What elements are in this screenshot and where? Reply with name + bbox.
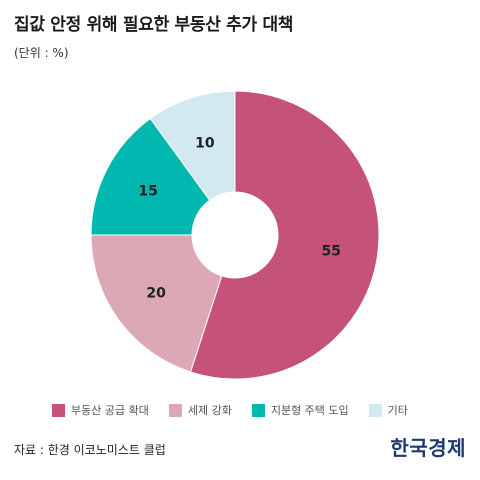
legend-label-2: 세제 강화 — [187, 404, 232, 417]
chart-title: 집값 안정 위해 필요한 부동산 추가 대책 — [14, 15, 294, 35]
legend-swatch-2 — [168, 403, 182, 417]
legend-item-1: 부동산 공급 확대 — [52, 402, 149, 418]
source-note: 자료 : 한경 이코노미스트 클럽 — [14, 443, 166, 457]
legend-label-3: 지분형 주택 도입 — [270, 404, 349, 417]
legend-label-1: 부동산 공급 확대 — [71, 404, 149, 417]
pie-slice-3 — [90, 117, 211, 236]
data-label-2: 20 — [146, 285, 166, 301]
data-label-3: 15 — [138, 184, 157, 200]
data-label-1: 55 — [322, 243, 341, 259]
legend-label-4: 기타 — [387, 404, 408, 417]
brand-logo: 한국경제 — [390, 436, 466, 460]
legend-swatch-1 — [52, 403, 65, 417]
pie-slice-1 — [189, 90, 380, 380]
legend: 부동산 공급 확대 세제 강화 지분형 주택 도입 기타 — [52, 402, 428, 418]
donut-chart: 55 20 15 10 — [90, 90, 380, 380]
legend-item-3: 지분형 주택 도입 — [251, 402, 349, 418]
data-label-4: 10 — [195, 135, 215, 151]
legend-item-2: 세제 강화 — [168, 402, 232, 418]
unit-label: (단위 : %) — [14, 46, 69, 60]
legend-swatch-4 — [368, 403, 382, 417]
pie-slice-2 — [90, 234, 223, 373]
legend-item-4: 기타 — [368, 402, 408, 418]
pie-slice-4 — [149, 90, 236, 201]
legend-swatch-3 — [251, 403, 265, 417]
